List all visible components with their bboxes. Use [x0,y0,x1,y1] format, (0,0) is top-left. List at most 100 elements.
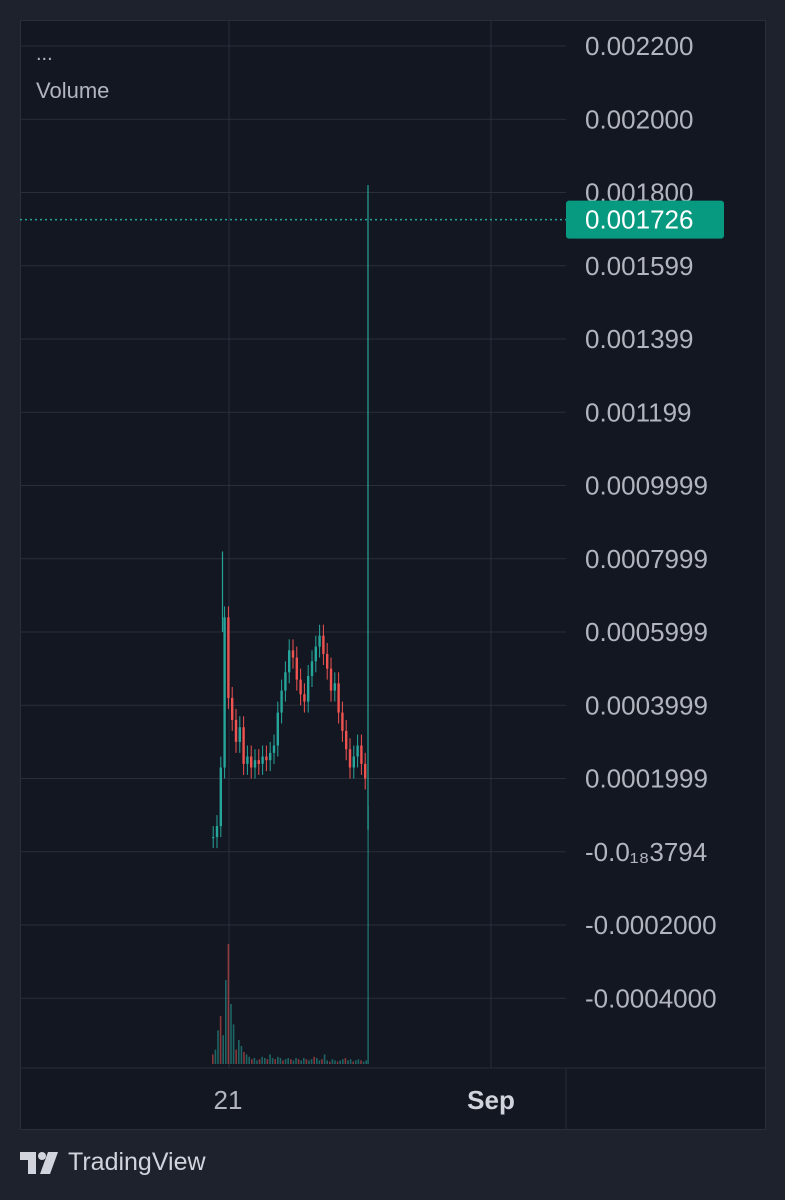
volume-bar [349,1059,352,1064]
y-tick-label: -0.0002000 [585,910,717,940]
candle-body [231,697,234,720]
candle-body [322,635,325,654]
candle-body [291,650,295,658]
volume-bar [362,1061,365,1064]
candle-body [219,767,222,827]
candle-body [333,683,336,691]
candle-body [352,756,355,768]
volume-bar [238,1040,240,1064]
tradingview-logo-icon [20,1151,58,1174]
volume-bar [219,1016,222,1064]
y-tick-label: 0.002000 [585,104,693,134]
y-tick-label: 0.0007999 [585,544,708,574]
volume-bar [365,1060,367,1064]
volume-bar [258,1059,261,1064]
candle-body [360,745,363,764]
volume-bar [352,1061,354,1064]
volume-bar [284,1059,287,1064]
candle-body [303,694,306,702]
candle-body [318,635,321,647]
volume-bar [282,1060,284,1064]
tradingview-footer[interactable]: TradingView [20,1148,206,1177]
volume-bar [326,1060,328,1064]
volume-bar [308,1060,310,1064]
volume-bar [305,1059,308,1064]
candle-body [310,661,314,676]
volume-bar [331,1059,334,1064]
volume-bar [251,1059,253,1064]
volume-bar [334,1060,336,1064]
candle-body [348,749,352,768]
candle-body [212,837,215,839]
volume-bar [323,1054,326,1064]
x-tick-label: 21 [214,1085,243,1115]
candle-body [246,756,249,764]
volume-bar [313,1056,315,1064]
y-tick-label: -0.0004000 [585,983,717,1013]
volume-bar [287,1058,289,1064]
candle-body [215,826,219,838]
volume-bar [245,1054,248,1064]
candle-body [364,763,367,779]
volume-bar [240,1046,243,1064]
volume-bar [269,1054,271,1064]
y-tick-label: 0.001399 [585,324,693,354]
volume-bar [264,1058,266,1064]
volume-bar [277,1056,279,1064]
candle-body [265,756,268,761]
y-tick-label: 0.0001999 [585,764,708,794]
volume-bar [230,1004,232,1064]
candle-body [326,653,329,669]
candle-body [341,712,344,731]
legend-volume-label[interactable]: Volume [36,78,110,103]
volume-bar [217,1030,219,1064]
y-tick-label: 0.0009999 [585,471,708,501]
volume-bar [321,1059,323,1064]
volume-bar [235,1049,237,1064]
candle-body [356,745,359,757]
y-tick-label: 0.002200 [585,31,693,61]
candle-body [337,683,340,713]
candle-body [250,756,253,768]
x-tick-label: Sep [467,1085,515,1115]
y-tick-label: 0.0003999 [585,690,708,720]
y-tick-label: -0.0₁₈3794 [585,837,707,867]
volume-bar [266,1059,269,1064]
volume-bar [336,1061,339,1064]
volume-bar [232,1024,235,1064]
volume-bar [222,1035,224,1064]
candle-body [227,617,230,698]
legend-more-button[interactable]: ... [36,43,53,65]
candle-body [280,690,283,713]
candle-body [242,727,245,764]
volume-bar [225,980,227,1064]
volume-bar [318,1060,321,1064]
y-tick-label: 0.0005999 [585,617,708,647]
tradingview-brand: TradingView [68,1148,206,1176]
volume-bar [360,1060,362,1064]
volume-bar [310,1059,313,1064]
volume-bar [357,1059,360,1064]
volume-bar [295,1058,297,1064]
candle-body [269,752,272,761]
volume-bar [347,1060,349,1064]
volume-bar [253,1058,256,1064]
volume-bar [279,1058,282,1064]
candle-body [284,672,287,691]
candle-body [288,650,291,673]
candle-body [234,719,238,742]
volume-bar [355,1060,357,1064]
candle-body [238,727,241,742]
volume-bar [339,1060,341,1064]
candle-body [223,617,226,768]
volume-bar [300,1060,302,1064]
y-tick-label: 0.001199 [585,397,692,427]
volume-bar [214,1049,217,1064]
volume-bar [243,1052,245,1064]
volume-bar [316,1058,318,1064]
volume-bar [342,1059,344,1064]
volume-bar [303,1058,305,1064]
volume-bar [344,1058,347,1064]
candle-body [307,675,310,702]
